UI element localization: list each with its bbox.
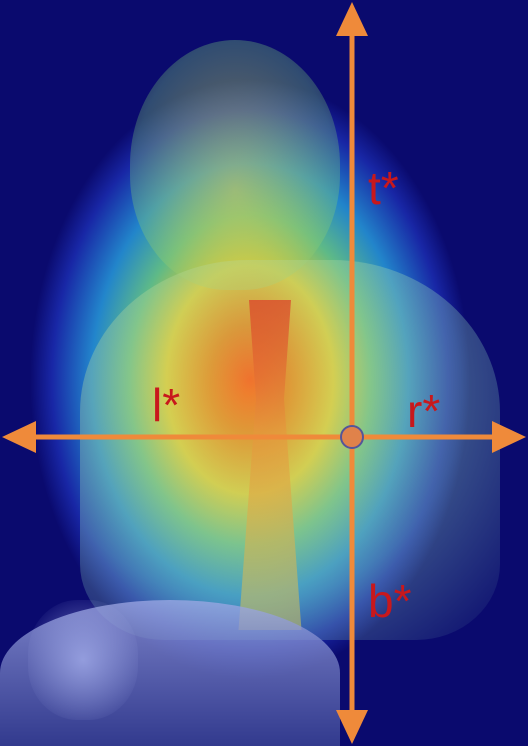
label-left-distance: l* <box>152 379 181 431</box>
center-point <box>340 425 364 449</box>
label-right-distance: r* <box>407 385 441 437</box>
arrowhead-left <box>2 421 36 453</box>
hand-region <box>28 600 138 720</box>
arrowhead-right <box>492 421 526 453</box>
child-head-region <box>130 40 340 290</box>
arrowhead-top <box>336 2 368 36</box>
label-top-distance: t* <box>368 162 399 214</box>
label-bottom-distance: b* <box>368 575 412 627</box>
arrowhead-bottom <box>336 710 368 744</box>
